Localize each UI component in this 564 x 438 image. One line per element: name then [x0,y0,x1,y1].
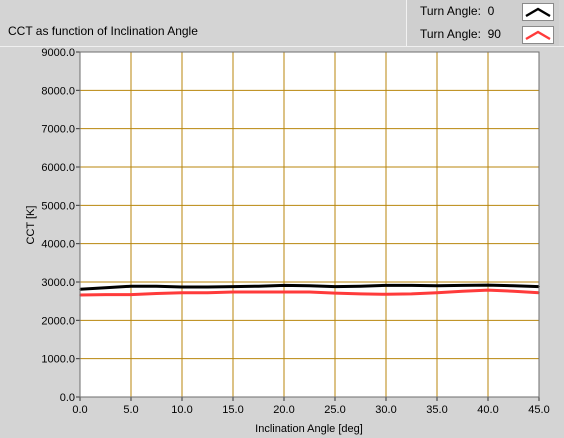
legend-label: Turn Angle: 0 [420,4,495,18]
data-point-0 [308,285,311,287]
data-point-0 [181,286,183,288]
plot-legend: Turn Angle: 0 Turn Angle: 90 [406,0,559,47]
x-tick-label: 0.0 [72,404,87,416]
data-point-1 [130,293,132,296]
data-point-1 [155,292,158,295]
x-tick-label: 15.0 [222,404,243,416]
data-point-0 [206,286,209,288]
data-point-1 [385,293,387,296]
data-point-0 [461,284,464,287]
data-point-1 [487,289,489,291]
y-tick-label: 0.0 [60,392,75,404]
y-tick-label: 7000.0 [41,124,75,136]
x-tick-label: 45.0 [528,404,549,416]
data-point-1 [232,291,234,293]
y-tick-label: 4000.0 [41,239,75,251]
y-axis-ticks: 0.0 1000.0 2000.0 3000.0 4000.0 5000.0 6000.0 7… [41,47,75,404]
data-point-1 [206,291,209,294]
data-point-0 [487,284,489,286]
y-tick-label: 8000.0 [41,85,75,97]
data-point-1 [334,292,336,294]
y-tick-label: 6000.0 [41,162,75,174]
data-point-1 [283,291,285,293]
data-point-0 [257,285,260,288]
data-point-0 [410,284,413,287]
y-tick-label: 9000.0 [41,47,75,59]
chart-title: CCT as function of Inclination Angle [8,24,198,38]
x-axis-ticks: 0.0 5.0 10.0 15.0 20.0 25.0 30.0 35.0 40.0 45.0 [72,404,549,416]
data-point-0 [155,285,158,288]
data-point-1 [308,291,311,293]
y-tick-label: 3000.0 [41,277,75,289]
data-point-0 [436,285,438,287]
data-point-0 [359,285,362,288]
legend-label: Turn Angle: 90 [420,27,501,41]
x-axis-title: Inclination Angle [deg] [255,423,363,435]
legend-entry-turn-angle-90[interactable]: Turn Angle: 90 [407,24,559,46]
data-point-1 [257,291,260,293]
x-tick-label: 30.0 [375,404,396,416]
line-style-swatch-icon[interactable] [522,26,554,44]
data-point-1 [181,291,183,294]
data-point-0 [385,284,387,287]
x-tick-label: 5.0 [123,404,138,416]
data-point-1 [410,293,413,295]
line-style-swatch-icon[interactable] [522,3,554,21]
data-point-1 [104,293,107,296]
data-point-1 [461,290,464,293]
data-point-0 [334,285,336,288]
x-tick-label: 40.0 [477,404,498,416]
data-point-0 [283,284,285,287]
x-tick-label: 10.0 [171,404,192,416]
x-tick-label: 20.0 [273,404,294,416]
y-tick-label: 2000.0 [41,315,75,327]
data-point-0 [232,285,234,288]
y-axis-title: CCT [K] [25,206,37,245]
data-point-0 [104,286,107,289]
legend-entry-turn-angle-0[interactable]: Turn Angle: 0 [407,1,559,23]
data-point-1 [359,293,362,295]
y-tick-label: 5000.0 [41,200,75,212]
x-tick-label: 35.0 [426,404,447,416]
y-tick-label: 1000.0 [41,354,75,366]
plot-background[interactable] [80,52,539,397]
x-tick-label: 25.0 [324,404,345,416]
plot-frame [79,51,540,398]
data-point-0 [512,285,515,287]
data-point-1 [512,290,515,293]
data-point-1 [436,291,438,294]
data-point-0 [130,285,132,288]
